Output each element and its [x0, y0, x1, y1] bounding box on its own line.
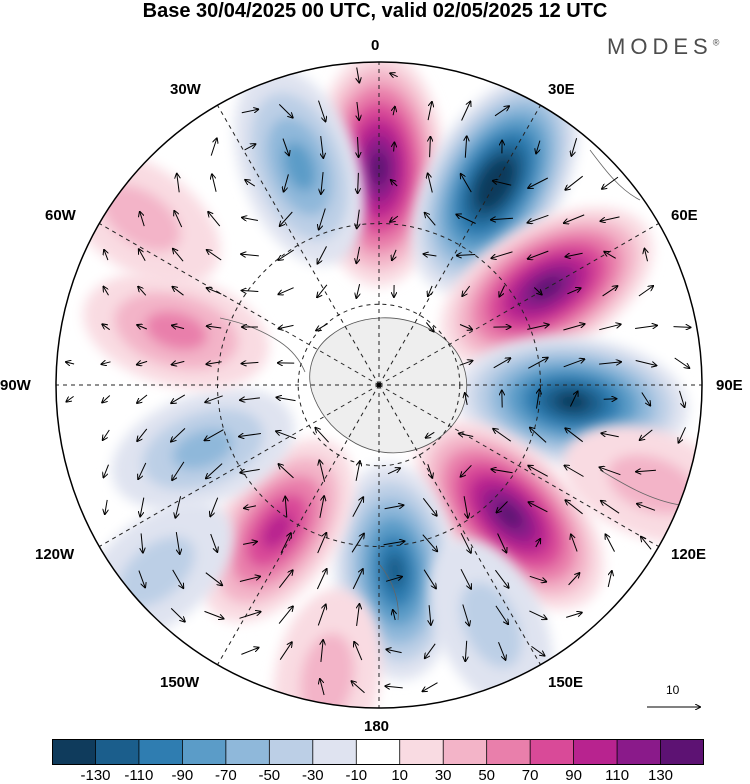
pole-marker — [377, 383, 382, 388]
colorbar-label: -130 — [80, 767, 110, 784]
colorbar-label: 30 — [435, 767, 452, 784]
colorbar-swatch — [139, 739, 183, 765]
colorbar-swatch — [95, 739, 139, 765]
lon-label-30w: 30W — [170, 81, 201, 98]
lon-label-90w: 90W — [0, 377, 31, 394]
colorbar-label: -10 — [345, 767, 367, 784]
colorbar-swatch — [182, 739, 226, 765]
colorbar-swatch — [443, 739, 487, 765]
lon-label-90e: 90E — [716, 377, 743, 394]
colorbar-label: 110 — [605, 767, 629, 784]
colorbar-swatch — [269, 739, 313, 765]
map-disc — [38, 46, 750, 775]
lon-label-150w: 150W — [160, 674, 199, 691]
colorbar-label: 70 — [522, 767, 539, 784]
colorbar-label: 90 — [565, 767, 582, 784]
colorbar-swatch — [400, 739, 444, 765]
colorbar-swatch — [356, 739, 400, 765]
colorbar-label: 10 — [391, 767, 408, 784]
wind-arrow — [604, 399, 617, 400]
colorbar-swatch — [617, 739, 661, 765]
colorbar-swatch — [52, 739, 96, 765]
lon-label-60e: 60E — [671, 207, 698, 224]
colorbar-swatch — [226, 739, 270, 765]
colorbar-label: -110 — [124, 767, 153, 784]
lon-label-60w: 60W — [45, 207, 76, 224]
colorbar-swatch — [313, 739, 357, 765]
colorbar-swatch — [574, 739, 618, 765]
colorbar-label: -70 — [215, 767, 237, 784]
colorbar-swatch — [661, 739, 704, 765]
lon-label-120w: 120W — [35, 546, 74, 563]
reference-vector-label: 10 — [666, 683, 679, 697]
colorbar-label: 50 — [478, 767, 495, 784]
lon-label-0: 0 — [371, 37, 379, 54]
lon-label-120e: 120E — [671, 546, 706, 563]
colorbar — [52, 739, 704, 765]
lon-label-150e: 150E — [548, 674, 583, 691]
colorbar-label: 130 — [648, 767, 673, 784]
lon-label-30e: 30E — [548, 81, 575, 98]
colorbar-label: -30 — [302, 767, 324, 784]
colorbar-label: -90 — [172, 767, 194, 784]
colorbar-swatch — [530, 739, 574, 765]
lon-label-180: 180 — [364, 718, 389, 735]
colorbar-swatch — [487, 739, 531, 765]
colorbar-label: -50 — [258, 767, 280, 784]
